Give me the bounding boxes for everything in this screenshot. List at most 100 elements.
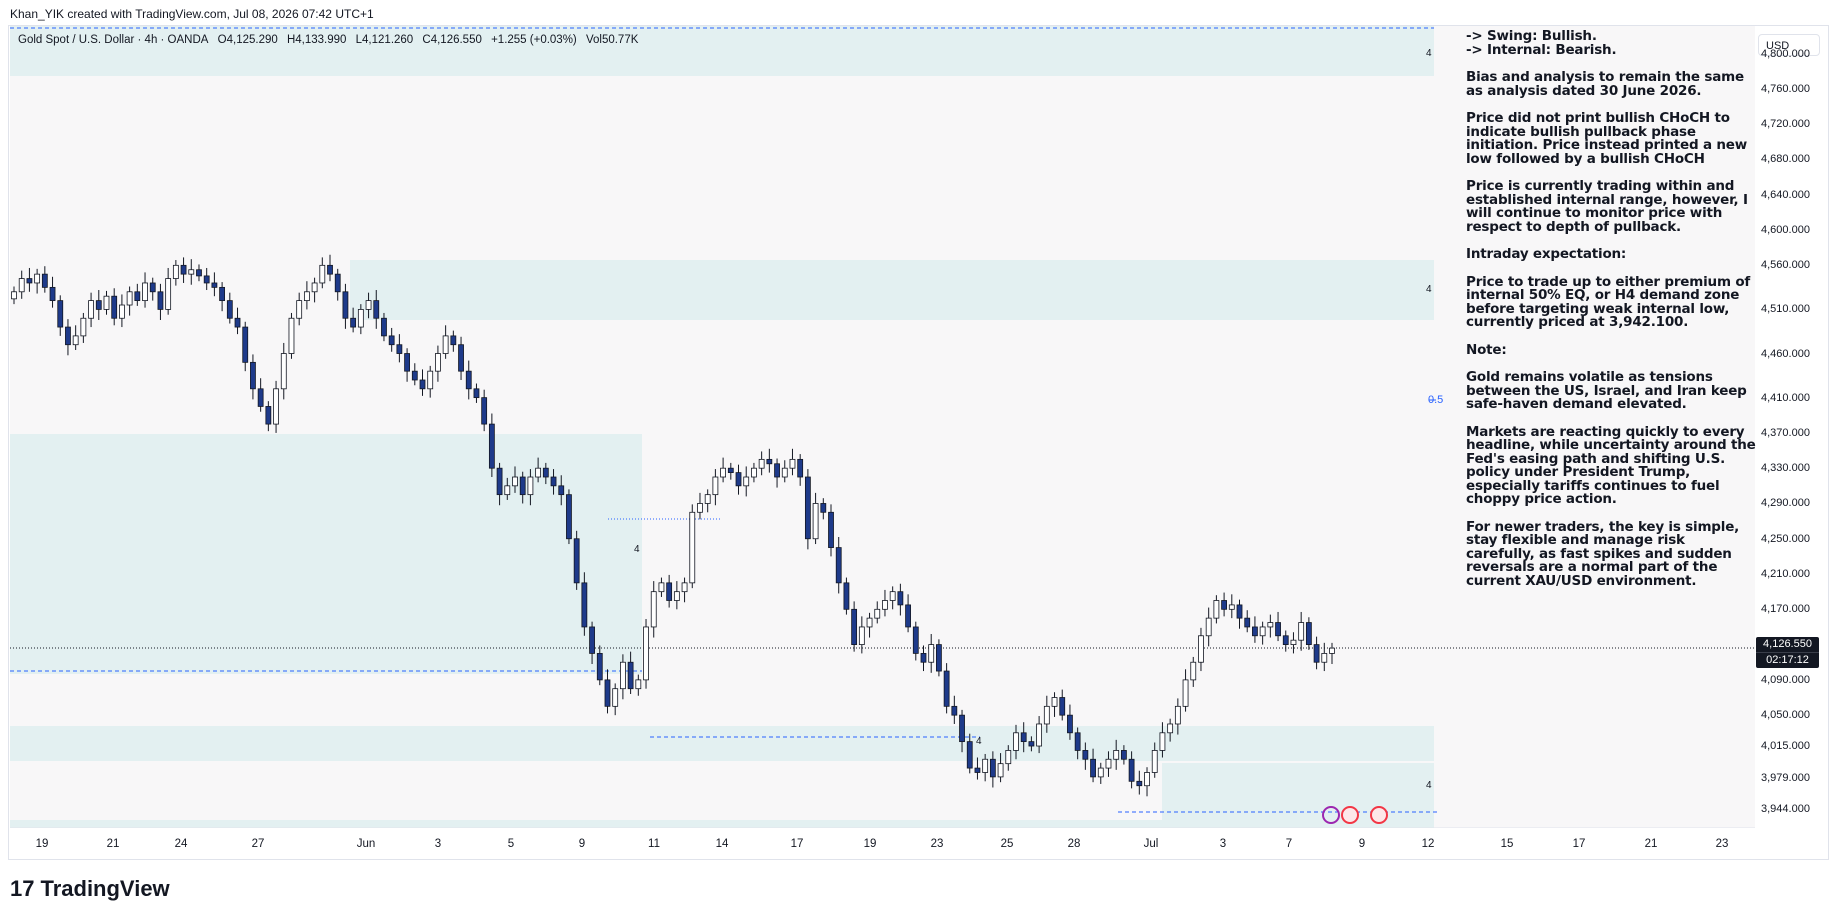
candle-body [781, 467, 788, 478]
candle-body [250, 361, 256, 390]
candle-body [427, 370, 434, 390]
legend-low: L4,121.260 [355, 34, 414, 46]
candle-body [303, 291, 310, 302]
candle-body [280, 353, 287, 390]
candle-body [26, 278, 33, 284]
us-flag-event-icon[interactable] [1341, 806, 1359, 824]
date-tick: 3 [1219, 838, 1227, 850]
candle-body [951, 705, 958, 716]
candle-body [381, 317, 387, 337]
candle-body [327, 264, 333, 275]
currency-button[interactable]: USD [1758, 34, 1820, 56]
candle-body [1228, 604, 1235, 610]
candle-body [149, 282, 156, 293]
candle-body [882, 600, 888, 610]
candle-body [1128, 758, 1135, 782]
candle-body [103, 295, 110, 310]
candle-body [319, 264, 326, 284]
candle-body [735, 472, 742, 487]
date-tick: 28 [1067, 838, 1081, 850]
candle-body [1244, 617, 1251, 628]
candlestick-chart[interactable] [10, 26, 1755, 828]
candle-body [242, 326, 249, 363]
note-paragraph: Price is currently trading within and es… [1466, 178, 1748, 235]
candle-body [1275, 622, 1281, 637]
candle-body [712, 476, 719, 496]
candle-body [1182, 679, 1189, 707]
candle-body [596, 653, 603, 681]
candle-body [265, 406, 272, 425]
candle-body [635, 679, 642, 690]
plot-area[interactable] [10, 26, 1755, 828]
candle-body [835, 547, 842, 584]
candle-body [435, 353, 441, 372]
current-price: 4,126.550 [1763, 638, 1812, 650]
candle-body [589, 626, 595, 654]
candle-body [1252, 626, 1258, 637]
supply-zone-top [10, 26, 1434, 76]
candle-body [450, 335, 457, 346]
candle-body [797, 458, 804, 478]
date-tick: 23 [930, 838, 944, 850]
date-tick: 9 [578, 838, 586, 850]
candle-body [627, 661, 634, 690]
candle-body [357, 309, 364, 328]
demand-zone-h4 [1162, 763, 1434, 825]
candle-body [442, 335, 449, 354]
candle-body [997, 763, 1004, 778]
candle-body [142, 282, 148, 302]
tradingview-logo-text: TradingView [40, 876, 170, 901]
candle-body [566, 494, 572, 540]
price-tick: 4,015.000 [1761, 740, 1810, 753]
candle-body [211, 282, 218, 288]
candle-body [1305, 622, 1312, 645]
note-paragraph: Note: [1466, 341, 1507, 358]
candle-body [535, 467, 542, 478]
candle-body [419, 379, 426, 390]
bottom-zone-strip [10, 820, 1434, 828]
candle-body [758, 458, 765, 469]
candle-body [851, 608, 858, 645]
date-tick: 11 [648, 838, 660, 850]
candle-body [1159, 732, 1166, 751]
candle-body [65, 326, 71, 346]
candle-body [542, 467, 549, 478]
candle-body [488, 423, 495, 469]
candle-body [1259, 626, 1266, 637]
price-tick: 4,410.000 [1761, 391, 1810, 404]
price-tick: 4,250.000 [1761, 532, 1810, 545]
candle-body [828, 511, 834, 548]
candle-body [920, 653, 927, 663]
candle-body [751, 467, 757, 478]
candle-body [1074, 732, 1081, 751]
candle-body [196, 269, 202, 277]
candle-body [928, 644, 935, 663]
price-tick: 4,090.000 [1761, 673, 1810, 686]
price-tick: 3,944.000 [1761, 802, 1810, 815]
fib-50-label: 0.5 [1428, 394, 1444, 406]
candles-group [11, 254, 1335, 797]
candle-body [1036, 723, 1043, 747]
symbol-legend[interactable]: Gold Spot / U.S. Dollar · 4h · OANDA O4,… [18, 34, 644, 46]
candle-body [1298, 622, 1305, 641]
candle-body [273, 388, 279, 425]
candle-body [1190, 661, 1197, 681]
us-flag-event-icon[interactable] [1370, 806, 1388, 824]
candle-body [866, 617, 873, 628]
tradingview-logo[interactable]: 17 TradingView [10, 876, 170, 902]
candle-body [481, 397, 488, 425]
candle-body [1151, 750, 1158, 773]
candle-body [134, 291, 141, 302]
lightning-event-icon[interactable] [1322, 806, 1340, 824]
candle-body [689, 511, 696, 584]
candle-body [1082, 750, 1089, 760]
candle-body [874, 608, 881, 619]
note-paragraph: Price to trade up to either premium of i… [1466, 273, 1751, 330]
candle-body [1198, 635, 1204, 663]
candle-body [673, 591, 680, 601]
analysis-notes: -> Swing: Bullish. -> Internal: Bearish.… [1466, 29, 1756, 602]
price-axis[interactable]: 4,800.000 4,760.000 4,720.000 4,680.000 4,64… [1755, 26, 1827, 828]
price-tick: 4,600.000 [1761, 224, 1810, 237]
candle-body [1329, 647, 1335, 654]
candle-body [974, 767, 981, 773]
